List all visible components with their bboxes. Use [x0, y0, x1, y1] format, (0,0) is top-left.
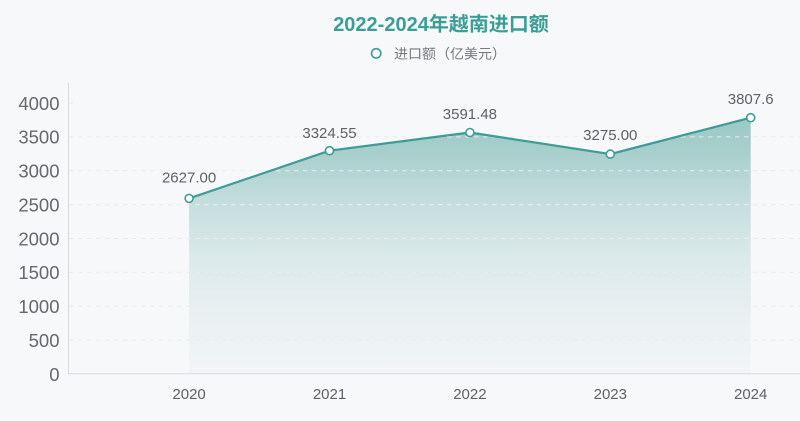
svg-text:1500: 1500 — [18, 262, 59, 283]
svg-text:2022: 2022 — [453, 386, 486, 403]
svg-text:3807.6: 3807.6 — [728, 91, 774, 108]
svg-text:500: 500 — [29, 330, 60, 351]
svg-text:3324.55: 3324.55 — [302, 125, 356, 142]
svg-text:3275.00: 3275.00 — [583, 127, 637, 144]
svg-text:3000: 3000 — [18, 161, 59, 182]
svg-text:2024: 2024 — [734, 386, 767, 403]
svg-text:2020: 2020 — [172, 386, 205, 403]
svg-text:2021: 2021 — [313, 386, 346, 403]
svg-text:2627.00: 2627.00 — [162, 169, 216, 186]
svg-text:2022-2024: 2022-2024 — [333, 14, 430, 36]
svg-text:2500: 2500 — [18, 194, 59, 215]
svg-text:4000: 4000 — [18, 93, 59, 114]
svg-text:1000: 1000 — [18, 296, 59, 317]
svg-text:2000: 2000 — [18, 228, 59, 249]
svg-text:3591.48: 3591.48 — [443, 106, 497, 123]
svg-text:0: 0 — [49, 364, 59, 385]
svg-text:2023: 2023 — [594, 386, 627, 403]
svg-text:3500: 3500 — [18, 127, 59, 148]
